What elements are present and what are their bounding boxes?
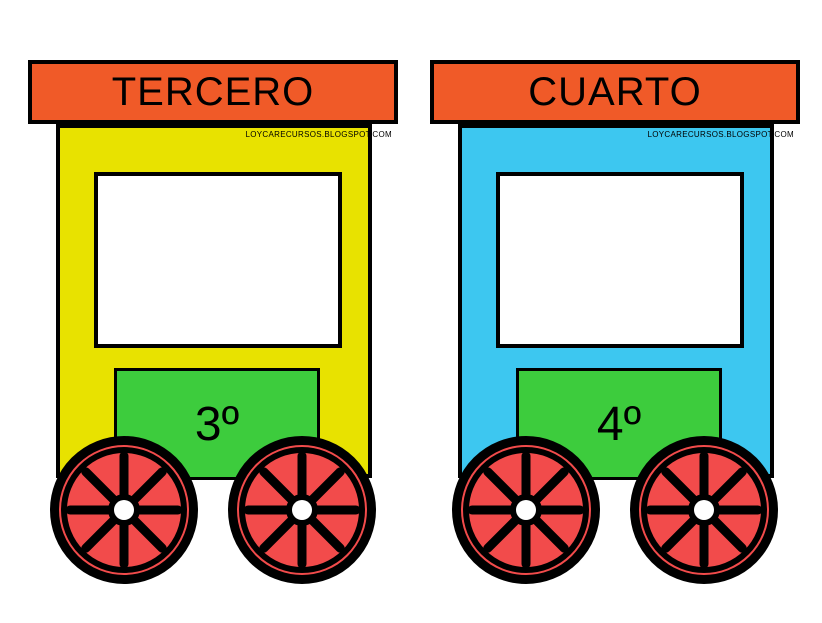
wheel-icon <box>50 436 198 589</box>
train-car: TERCERO 3ºLOYCARECURSOS.BLOGSPOT.COM <box>28 60 398 580</box>
watermark-text: LOYCARECURSOS.BLOGSPOT.COM <box>648 130 795 139</box>
train-car: CUARTO 4ºLOYCARECURSOS.BLOGSPOT.COM <box>430 60 800 580</box>
car-window <box>496 172 744 348</box>
watermark-text: LOYCARECURSOS.BLOGSPOT.COM <box>246 130 393 139</box>
roof-label: CUARTO <box>528 70 701 115</box>
car-body: 4º <box>458 124 774 478</box>
wheels-group <box>452 436 780 586</box>
wheels-group <box>50 436 378 586</box>
wheel-icon <box>452 436 600 589</box>
car-window <box>94 172 342 348</box>
car-roof: TERCERO <box>28 60 398 124</box>
roof-label: TERCERO <box>112 70 315 115</box>
car-roof: CUARTO <box>430 60 800 124</box>
car-body: 3º <box>56 124 372 478</box>
wheel-icon <box>228 436 376 589</box>
wheel-icon <box>630 436 778 589</box>
